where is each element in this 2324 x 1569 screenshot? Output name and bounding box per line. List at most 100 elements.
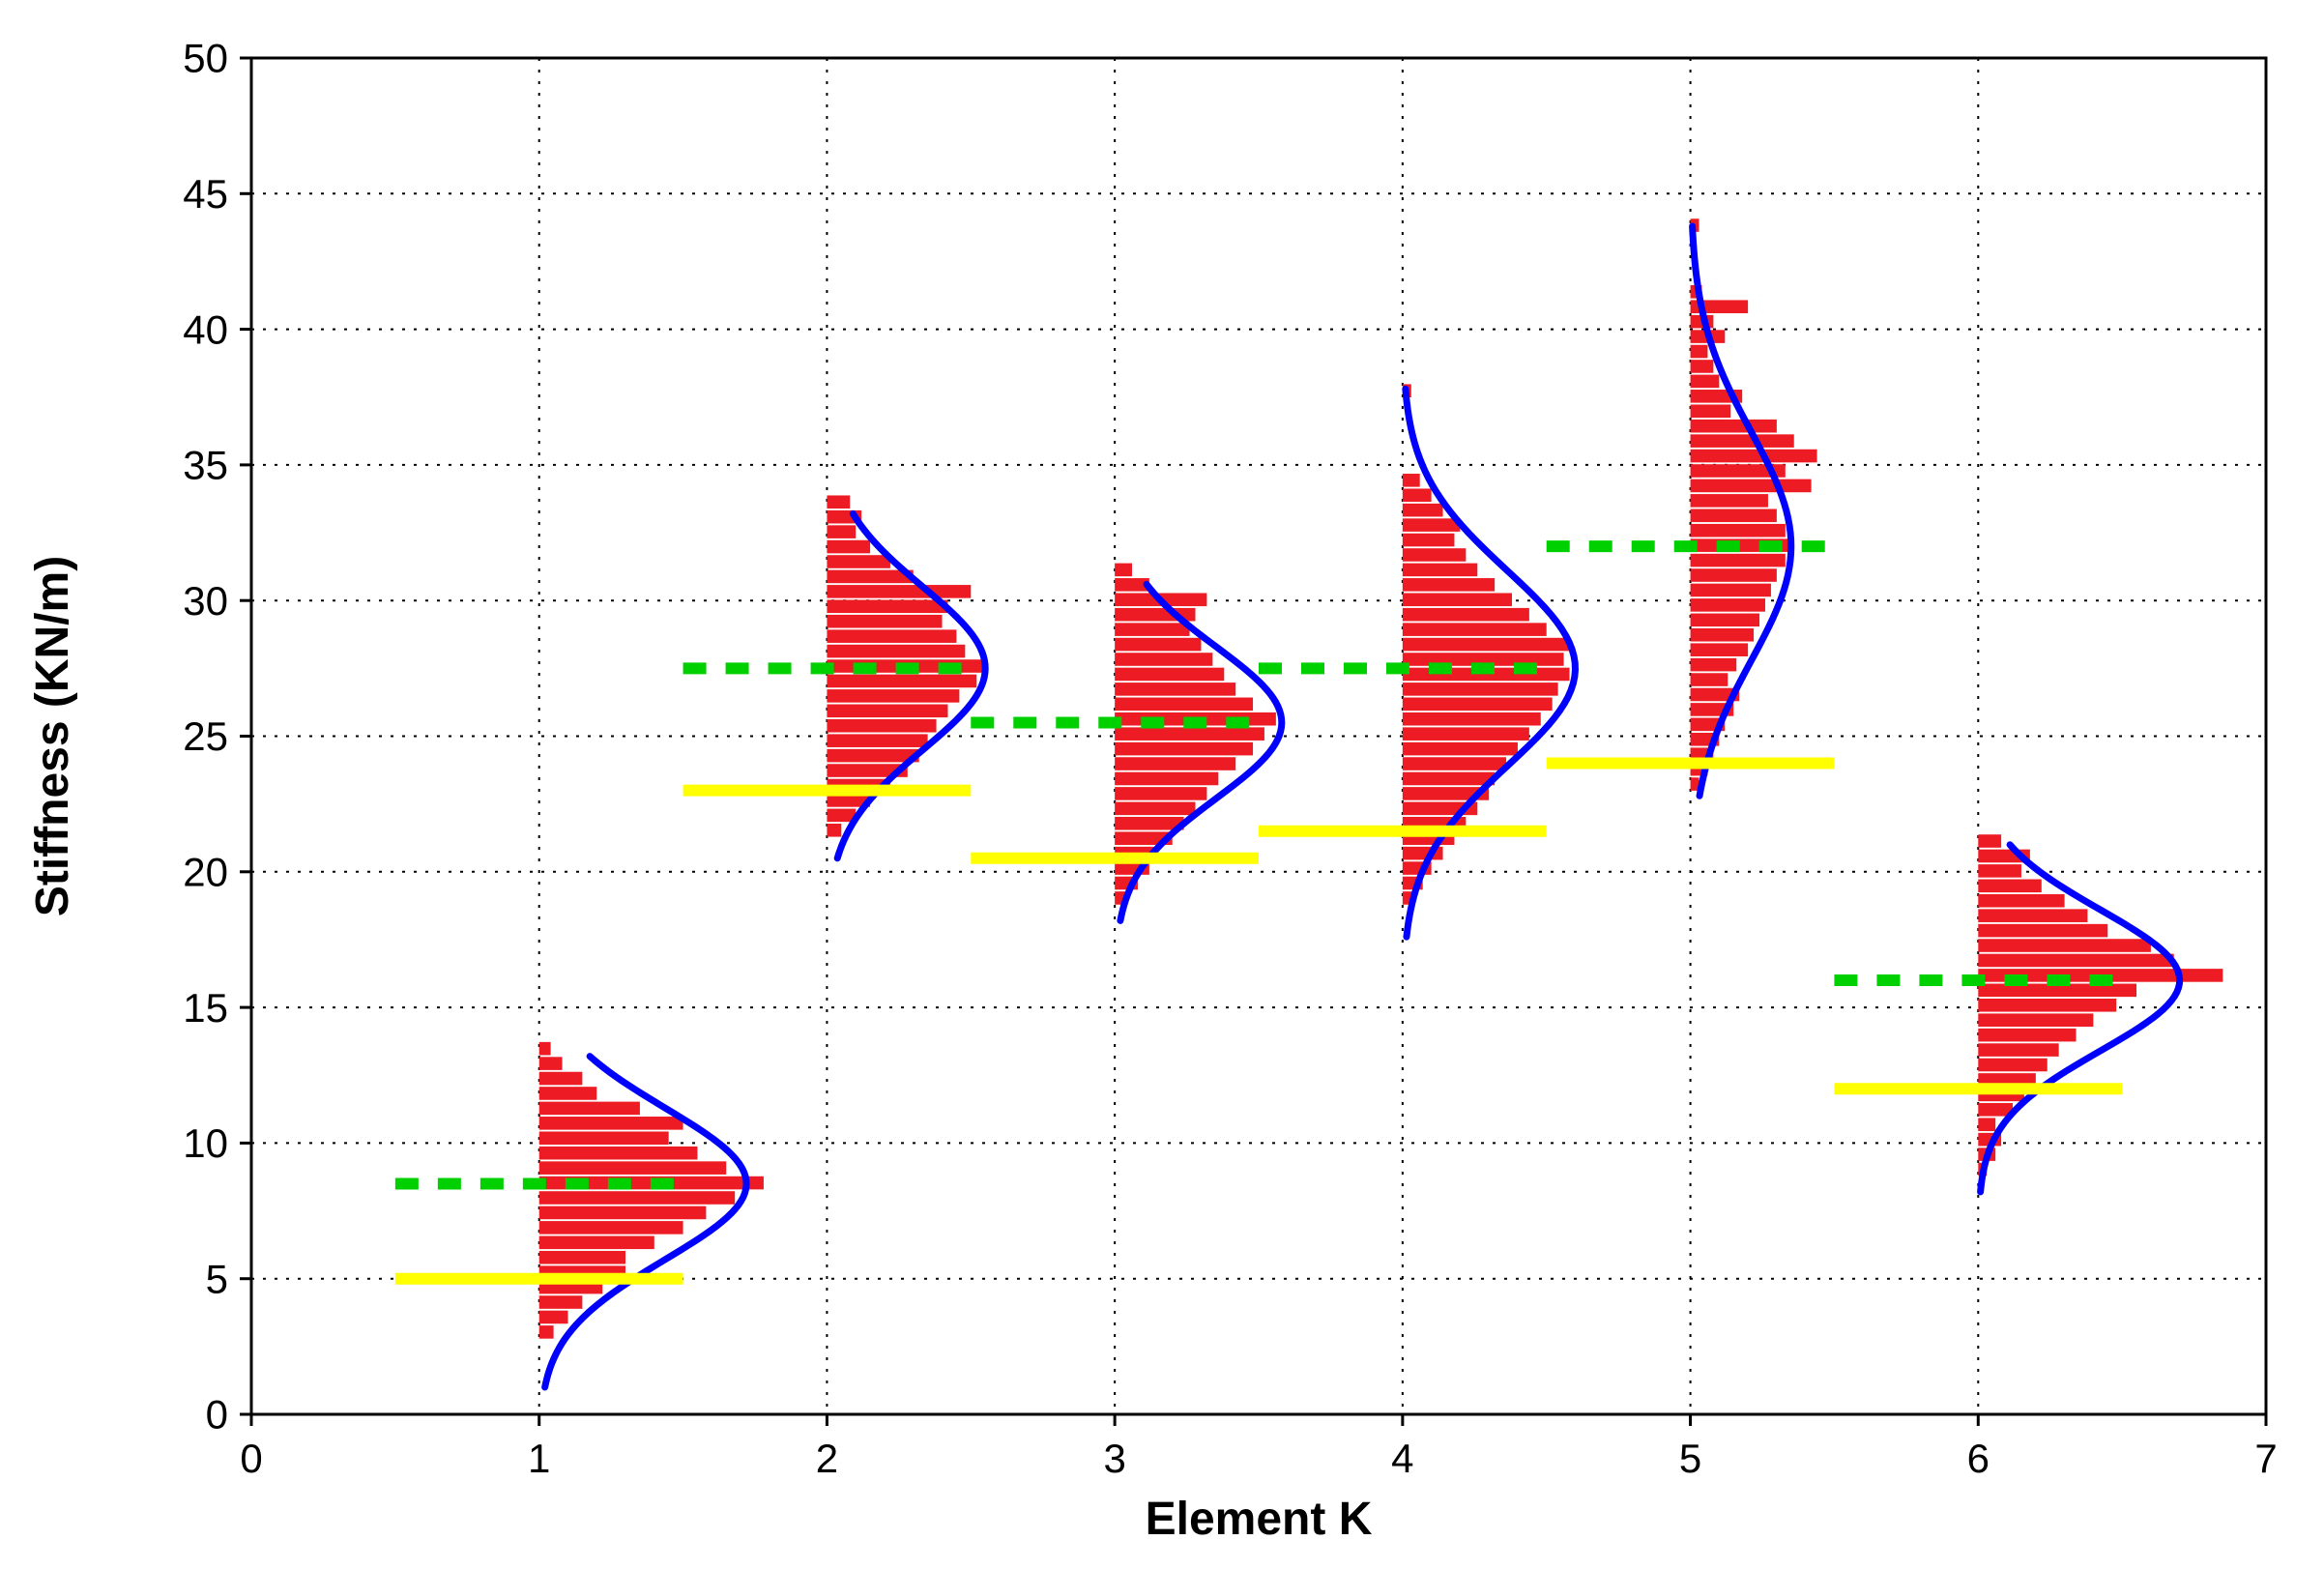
hist-bar <box>539 1191 735 1205</box>
hist-bar <box>1978 1013 2093 1027</box>
element-6 <box>1834 834 2222 1192</box>
hist-bar <box>539 1161 727 1175</box>
hist-bar <box>539 1295 583 1309</box>
x-tick-label: 3 <box>1103 1436 1125 1481</box>
hist-bar <box>1403 474 1420 487</box>
hist-bar <box>539 1147 698 1160</box>
element-1 <box>395 1042 764 1387</box>
hist-bar <box>1403 772 1495 786</box>
hist-bar <box>1691 434 1794 448</box>
y-tick-label: 45 <box>183 171 228 217</box>
hist-bar <box>1978 954 2173 968</box>
y-tick-label: 35 <box>183 443 228 488</box>
hist-bar <box>1115 668 1224 682</box>
x-tick-label: 5 <box>1679 1436 1701 1481</box>
hist-bar <box>1691 673 1728 686</box>
hist-bar <box>1115 623 1189 636</box>
element-5 <box>1547 218 1835 796</box>
y-tick-label: 15 <box>183 985 228 1031</box>
hist-bar <box>539 1117 683 1130</box>
y-tick-label: 25 <box>183 713 228 759</box>
hist-bar <box>1115 727 1264 741</box>
hist-bar <box>1403 564 1477 577</box>
hist-bar <box>1403 683 1558 696</box>
hist-bar <box>1115 787 1206 800</box>
hist-bar <box>1978 1059 2047 1072</box>
hist-bar <box>1403 548 1466 562</box>
hist-bar <box>539 1087 597 1100</box>
hist-bar <box>1978 894 2064 908</box>
y-tick-label: 50 <box>183 36 228 81</box>
hist-bar <box>1691 643 1749 656</box>
x-tick-label: 7 <box>2254 1436 2277 1481</box>
hist-bar <box>1978 1029 2076 1042</box>
hist-bar <box>827 705 947 718</box>
hist-bar <box>1978 864 2021 878</box>
hist-bar <box>827 629 956 643</box>
x-tick-label: 6 <box>1967 1436 1990 1481</box>
y-axis-label: Stiffness (KN/m) <box>27 556 78 916</box>
hist-bar <box>1403 757 1506 770</box>
hist-bar <box>539 1325 554 1339</box>
hist-bar <box>827 824 841 837</box>
hist-bar <box>1403 742 1518 756</box>
hist-bar <box>827 689 959 703</box>
hist-bar <box>1403 534 1455 547</box>
hist-bar <box>1691 598 1765 612</box>
hist-bar <box>1978 999 2116 1012</box>
y-tick-label: 10 <box>183 1120 228 1166</box>
hist-bar <box>1691 568 1777 582</box>
hist-bar <box>1691 479 1812 493</box>
hist-bar <box>827 615 942 628</box>
y-tick-label: 0 <box>206 1392 228 1438</box>
hist-bar <box>1978 880 2041 893</box>
hist-bar <box>1403 593 1512 606</box>
hist-bar <box>1403 698 1553 712</box>
x-tick-label: 0 <box>240 1436 262 1481</box>
hist-bar <box>539 1206 707 1220</box>
hist-bar <box>539 1251 625 1264</box>
hist-bar <box>539 1131 669 1145</box>
y-tick-label: 20 <box>183 850 228 895</box>
x-tick-label: 4 <box>1391 1436 1413 1481</box>
hist-bar <box>1691 360 1714 373</box>
hist-bar <box>1978 1043 2058 1057</box>
hist-bar <box>1691 628 1754 642</box>
hist-bar <box>1115 564 1132 577</box>
hist-bar <box>1691 554 1786 567</box>
hist-bar <box>1403 638 1570 652</box>
hist-bar <box>1115 638 1201 652</box>
hist-bar <box>539 1042 551 1056</box>
element-2 <box>683 495 986 857</box>
hist-bar <box>1691 345 1708 359</box>
hist-bar <box>1978 834 2001 848</box>
hist-bar <box>1115 683 1235 696</box>
hist-bar <box>1691 450 1817 463</box>
hist-bar <box>827 749 918 763</box>
hist-bar <box>1403 504 1443 517</box>
chart-container: 0123456705101520253035404550Element KSti… <box>0 0 2324 1569</box>
hist-bar <box>827 719 936 733</box>
hist-bar <box>1115 772 1218 786</box>
hist-bar <box>539 1102 640 1116</box>
hist-bar <box>1691 584 1771 597</box>
hist-bar <box>1403 578 1495 592</box>
hist-bar <box>827 645 965 658</box>
hist-bar <box>1115 653 1212 666</box>
hist-bar <box>1978 1118 1995 1131</box>
hist-bar <box>827 570 913 584</box>
hist-bar <box>1115 698 1253 712</box>
hist-bar <box>1691 524 1786 538</box>
x-axis-label: Element K <box>1146 1494 1373 1545</box>
hist-bar <box>1691 420 1777 433</box>
hist-bar <box>539 1221 683 1235</box>
hist-bar <box>827 555 889 568</box>
hist-bar <box>1115 742 1253 756</box>
hist-bar <box>1978 939 2151 952</box>
hist-bar <box>827 495 850 508</box>
hist-bar <box>1691 508 1777 522</box>
hist-bar <box>1403 488 1432 502</box>
y-tick-label: 30 <box>183 578 228 624</box>
hist-bar <box>1691 375 1720 389</box>
element-3 <box>971 564 1282 921</box>
